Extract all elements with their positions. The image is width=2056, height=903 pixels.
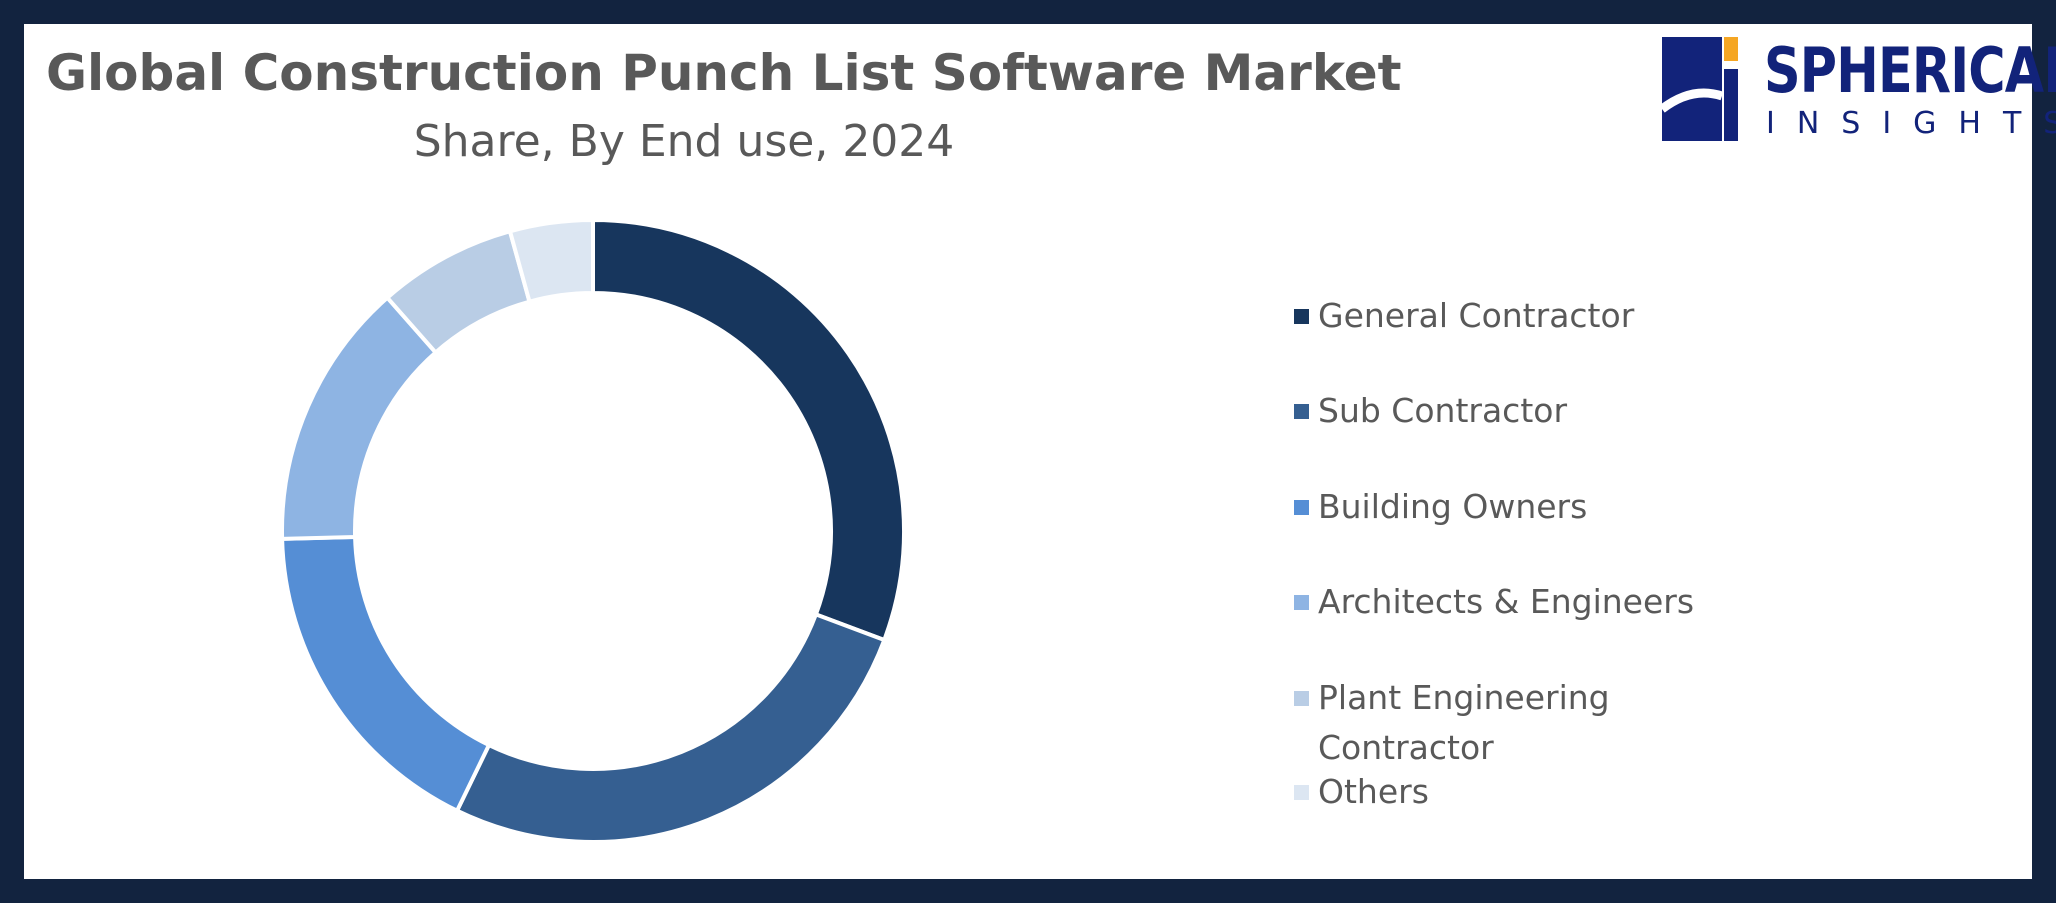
- legend-item: Architects & Engineers: [1294, 577, 1738, 627]
- legend-item: Others: [1294, 767, 1738, 817]
- donut-slice: [507, 217, 595, 305]
- legend-label: Sub Contractor: [1318, 391, 1568, 430]
- legend-label: General Contractor: [1318, 296, 1635, 335]
- legend-item: Plant Engineering Contractor: [1294, 673, 1738, 773]
- legend-label: Architects & Engineers: [1318, 582, 1695, 621]
- legend-label: Building Owners: [1318, 487, 1588, 526]
- legend-swatch: [1294, 785, 1309, 800]
- legend-label: Plant Engineering Contractor: [1318, 678, 1610, 767]
- chart-subtitle: Share, By End use, 2024: [413, 116, 955, 167]
- legend-swatch: [1294, 691, 1309, 706]
- donut-slice: [280, 294, 439, 541]
- legend-swatch: [1294, 404, 1309, 419]
- logo-text: INSIGHTS: [1766, 106, 2056, 141]
- chart-title: Global Construction Punch List Software …: [46, 44, 1402, 102]
- legend-swatch: [1294, 500, 1309, 515]
- legend-swatch: [1294, 309, 1309, 324]
- chart-panel: Global Construction Punch List Software …: [24, 24, 2056, 879]
- chart: [280, 37, 1738, 844]
- legend-swatch: [1294, 595, 1309, 610]
- donut-slice: [454, 611, 887, 844]
- legend-item: Sub Contractor: [1294, 386, 1738, 436]
- logo-icon: [1659, 37, 1738, 141]
- logo-text: SPHERICAL: [1764, 34, 2056, 107]
- donut-slice: [591, 217, 906, 643]
- legend-label: Others: [1318, 772, 1429, 811]
- donut-slice: [280, 534, 492, 814]
- legend-item: Building Owners: [1294, 482, 1738, 532]
- legend-item: General Contractor: [1294, 291, 1738, 341]
